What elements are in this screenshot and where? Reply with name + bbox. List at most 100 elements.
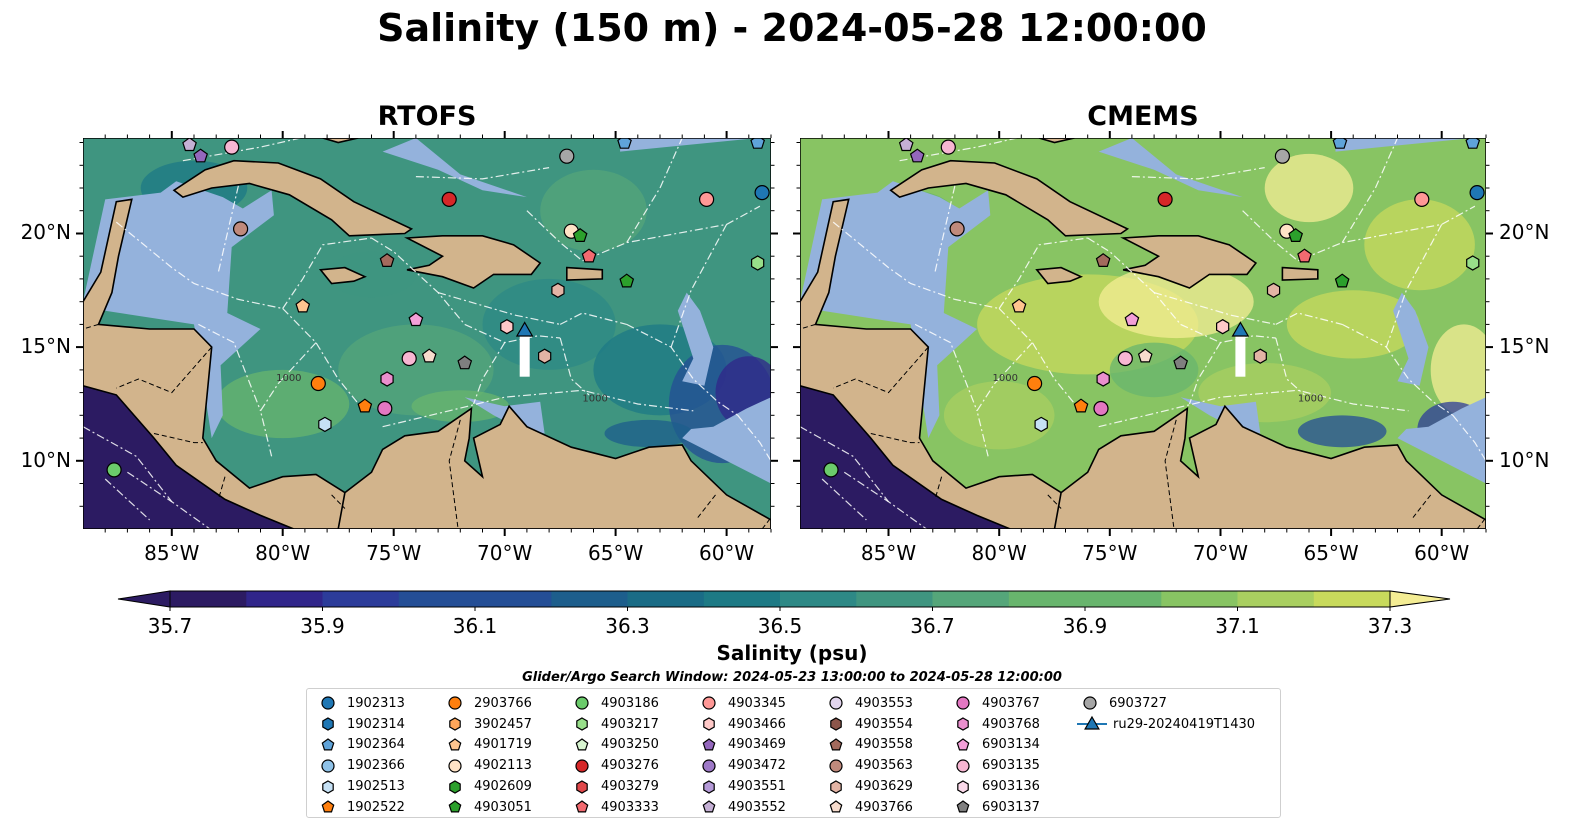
- float-marker: [898, 138, 914, 152]
- country-border: [331, 494, 346, 509]
- legend-item: 4903766: [823, 797, 913, 818]
- float-marker: [1096, 371, 1110, 387]
- legend-item: 4903552: [696, 797, 786, 818]
- legend-float-marker: [576, 779, 588, 794]
- legend-float-marker: [956, 738, 970, 751]
- legend-item: 4903558: [823, 735, 913, 756]
- float-marker: [1124, 312, 1140, 327]
- float-marker: [295, 298, 311, 313]
- salinity-patch: [604, 419, 694, 448]
- float-marker: [441, 191, 457, 208]
- legend-marker-icon: [703, 717, 715, 731]
- legend-marker-icon: [702, 696, 716, 710]
- x-tick-label: 75°W: [1082, 541, 1138, 565]
- x-tick-label: 65°W: [1303, 541, 1359, 565]
- eez-boundary: [1188, 342, 1222, 405]
- country-border: [448, 419, 461, 529]
- legend-item: 4903469: [696, 735, 786, 756]
- legend-item: 4903250: [569, 735, 659, 756]
- legend-marker-icon: [576, 717, 588, 731]
- legend-float-marker: [956, 759, 970, 773]
- land-bahamas: [1038, 138, 1075, 144]
- float-marker: [1073, 398, 1089, 413]
- float-marker: [559, 148, 575, 164]
- colorbar-tick-label: 36.7: [910, 614, 955, 638]
- eez-boundary: [1242, 205, 1476, 262]
- x-tick-label: 85°W: [860, 541, 917, 565]
- legend-float-marker: [830, 779, 842, 794]
- country-border: [1412, 494, 1432, 518]
- legend-marker-icon: [1083, 696, 1097, 710]
- legend-float-marker: [448, 696, 462, 710]
- colorbar-segment: [703, 591, 781, 607]
- float-marker: [1274, 148, 1290, 164]
- colorbar-tick-label: 35.7: [147, 614, 193, 638]
- legend-label: 4903250: [601, 737, 659, 753]
- pacific-water: [800, 369, 1011, 529]
- float-marker: [1117, 350, 1133, 367]
- figure-title: Salinity (150 m) - 2024-05-28 12:00:00: [377, 6, 1207, 50]
- float-marker: [1027, 375, 1043, 392]
- legend-item: 6903727: [1077, 693, 1255, 714]
- legend-marker-icon: [448, 759, 462, 773]
- eez-boundary: [104, 478, 151, 521]
- glider-marker: [1231, 321, 1250, 337]
- legend-item: 6903134: [950, 735, 1040, 756]
- legend-marker-icon: [1077, 715, 1107, 730]
- eez-boundary: [934, 185, 956, 273]
- legend-label: 4903767: [982, 695, 1040, 711]
- eez-boundary: [914, 323, 978, 412]
- legend-label: 4901719: [474, 737, 532, 753]
- land-jamaica: [1035, 266, 1084, 285]
- x-tick-label: 60°W: [1414, 541, 1470, 565]
- shelf-area: [677, 292, 714, 386]
- eez-boundary: [976, 342, 1033, 457]
- legend-label: 4903186: [601, 695, 659, 711]
- eez-boundary: [282, 237, 372, 309]
- country-border: [83, 323, 99, 330]
- float-marker: [310, 375, 326, 392]
- shelf-area: [1098, 138, 1243, 198]
- country-border: [800, 323, 816, 330]
- legend-label: 4903279: [601, 779, 659, 795]
- eez-boundary: [626, 138, 683, 243]
- shelf-area: [1397, 397, 1486, 484]
- legend-glider-marker: [1084, 715, 1100, 730]
- eez-boundary: [198, 323, 262, 412]
- legend-label: 1902313: [347, 695, 405, 711]
- legend-label: 4903768: [982, 716, 1040, 732]
- legend-float-marker: [321, 800, 335, 813]
- legend-label: 4903553: [855, 695, 913, 711]
- colorbar-segment: [1237, 591, 1315, 607]
- eez-boundary: [415, 167, 550, 180]
- legend-marker-icon: [322, 717, 334, 731]
- legend-item: 4901719: [442, 735, 532, 756]
- legend-float-marker: [702, 738, 716, 751]
- legend-label: 4903629: [855, 779, 913, 795]
- legend-marker-icon: [449, 717, 461, 731]
- float-marker: [380, 371, 394, 387]
- y-tick-label: 15°N: [1499, 334, 1550, 359]
- glider-track: [1235, 333, 1246, 377]
- float-marker: [538, 348, 552, 364]
- legend-label: 1902513: [347, 779, 405, 795]
- float-marker: [1297, 248, 1312, 263]
- eez-boundary: [800, 426, 889, 503]
- legend-item: 4903768: [950, 714, 1040, 735]
- legend-marker-icon: [829, 738, 843, 751]
- contour-label: 1000: [1298, 394, 1323, 405]
- colorbar-tick-label: 35.9: [300, 614, 345, 638]
- float-marker: [940, 139, 956, 155]
- legend-item: 1902513: [315, 776, 405, 797]
- country-border: [934, 476, 943, 500]
- legend-float-marker: [702, 759, 716, 773]
- legend-item: 4903466: [696, 714, 786, 735]
- eez-boundary: [832, 221, 1000, 310]
- salinity-patch: [1264, 153, 1354, 223]
- legend-float-marker: [448, 759, 462, 773]
- legend-item: ru29-20240419T1430: [1077, 714, 1255, 735]
- float-marker: [551, 282, 565, 298]
- contour-label: 1000: [993, 373, 1018, 384]
- eez-boundary: [217, 185, 239, 273]
- legend-label: 4903563: [855, 758, 913, 774]
